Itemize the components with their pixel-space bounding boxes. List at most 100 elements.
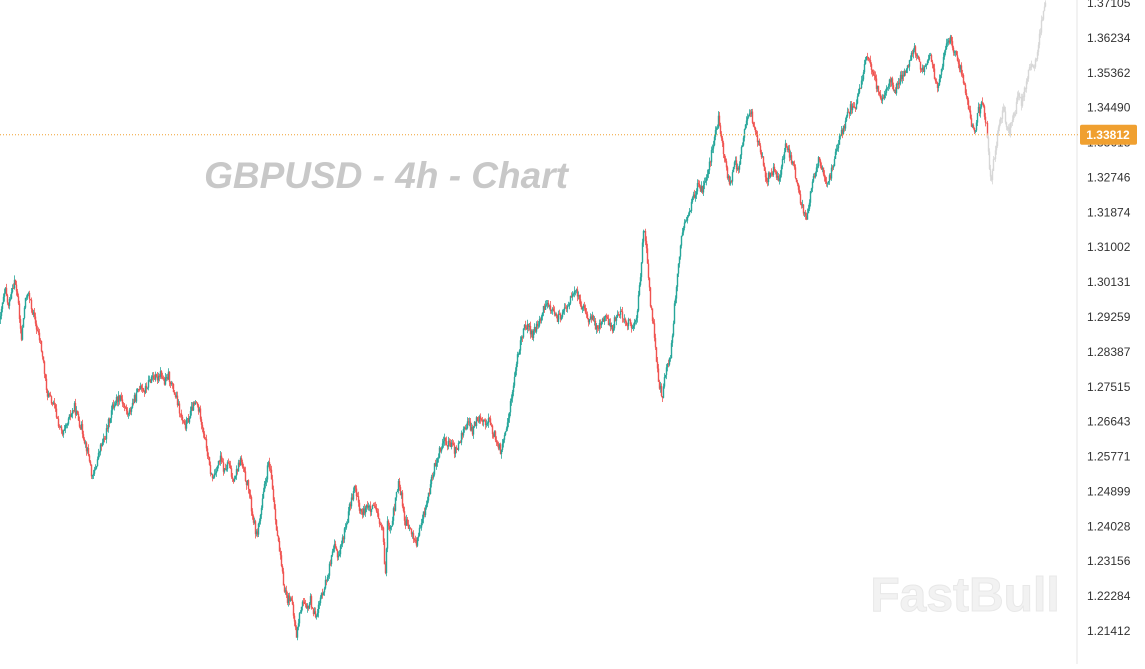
candle-body — [610, 325, 613, 328]
candle-body — [849, 104, 852, 114]
candle-body — [695, 191, 698, 196]
candle-body — [153, 378, 156, 380]
candle-body — [463, 427, 466, 429]
candle-body — [270, 469, 273, 480]
candle-body — [787, 148, 790, 150]
candle-body — [962, 74, 965, 84]
candle-body — [540, 316, 543, 321]
candle-body — [848, 112, 851, 114]
candle-body — [537, 325, 540, 327]
candle-body — [169, 382, 172, 385]
candle-body — [435, 462, 438, 467]
current-price-label: 1.33812 — [1086, 128, 1130, 142]
candle-body — [407, 524, 410, 529]
projection-candle-body — [1005, 122, 1008, 128]
candle-body — [898, 82, 901, 84]
candle-body — [632, 326, 635, 328]
candle-body — [685, 220, 688, 222]
candle-body — [784, 143, 787, 153]
candle-body — [157, 375, 160, 381]
candle-body — [230, 468, 233, 477]
candle-body — [684, 221, 687, 223]
candle-body — [231, 476, 234, 479]
candle-body — [69, 414, 72, 417]
candle-body — [442, 440, 445, 444]
candle-body — [52, 402, 55, 404]
candle-body — [687, 214, 690, 217]
candle-body — [473, 421, 476, 427]
candle-body — [113, 405, 116, 408]
candle-body — [659, 385, 662, 389]
candle-body — [189, 410, 192, 418]
candle-body — [302, 601, 305, 603]
candle-body — [326, 577, 329, 581]
candle-body — [443, 437, 446, 441]
candle-body — [777, 176, 780, 181]
projection-candle-body — [1012, 113, 1015, 120]
candle-body — [93, 469, 96, 474]
candle-body — [510, 398, 513, 402]
candle-body — [557, 313, 560, 322]
candle-body — [837, 144, 840, 149]
candle-body — [555, 314, 558, 316]
candle-body — [972, 125, 975, 129]
candle-body — [649, 287, 652, 307]
candle-body — [179, 413, 182, 415]
candle-body — [399, 487, 402, 496]
candle-body — [413, 539, 416, 540]
candle-body — [400, 492, 403, 496]
candle-body — [840, 129, 843, 136]
candle-body — [369, 505, 372, 513]
candle-body — [29, 299, 32, 300]
candle-body — [62, 430, 65, 435]
candle-body — [162, 378, 165, 380]
candle-body — [370, 509, 373, 513]
candle-body — [613, 317, 616, 329]
projection-candle-body — [1022, 96, 1025, 98]
y-tick-label: 1.31874 — [1087, 205, 1131, 219]
candle-body — [766, 181, 769, 183]
candle-body — [209, 465, 212, 474]
candle-body — [748, 113, 751, 117]
candle-body — [906, 65, 909, 70]
candle-body — [36, 329, 39, 331]
candle-body — [514, 370, 517, 377]
candle-body — [629, 320, 632, 325]
candle-body — [611, 325, 614, 332]
candle-body — [261, 498, 264, 508]
candle-body — [539, 319, 542, 321]
candle-body — [692, 194, 695, 198]
candle-body — [60, 426, 63, 431]
candle-body — [405, 519, 408, 526]
candle-body — [615, 317, 618, 321]
candle-body — [737, 167, 740, 170]
candle-body — [505, 428, 508, 432]
candle-body — [636, 310, 639, 318]
candle-body — [747, 116, 750, 118]
candle-body — [712, 145, 715, 149]
candle-body — [832, 165, 835, 168]
candle-body — [550, 310, 553, 312]
candle-body — [471, 427, 474, 435]
candle-body — [416, 537, 419, 546]
candle-body — [446, 445, 449, 447]
candle-body — [412, 533, 415, 540]
candle-body — [734, 160, 737, 163]
candle-body — [679, 245, 682, 257]
candle-body — [532, 330, 535, 339]
candle-body — [27, 293, 30, 295]
candle-body — [838, 136, 841, 145]
candle-body — [149, 379, 152, 383]
candle-body — [527, 324, 530, 327]
candle-body — [502, 439, 505, 444]
candle-body — [109, 418, 112, 423]
candle-body — [785, 143, 788, 148]
candle-body — [186, 418, 189, 420]
candle-body — [15, 284, 18, 292]
candle-body — [673, 303, 676, 324]
candle-body — [835, 149, 838, 152]
candle-body — [826, 182, 829, 184]
candle-body — [271, 479, 274, 490]
